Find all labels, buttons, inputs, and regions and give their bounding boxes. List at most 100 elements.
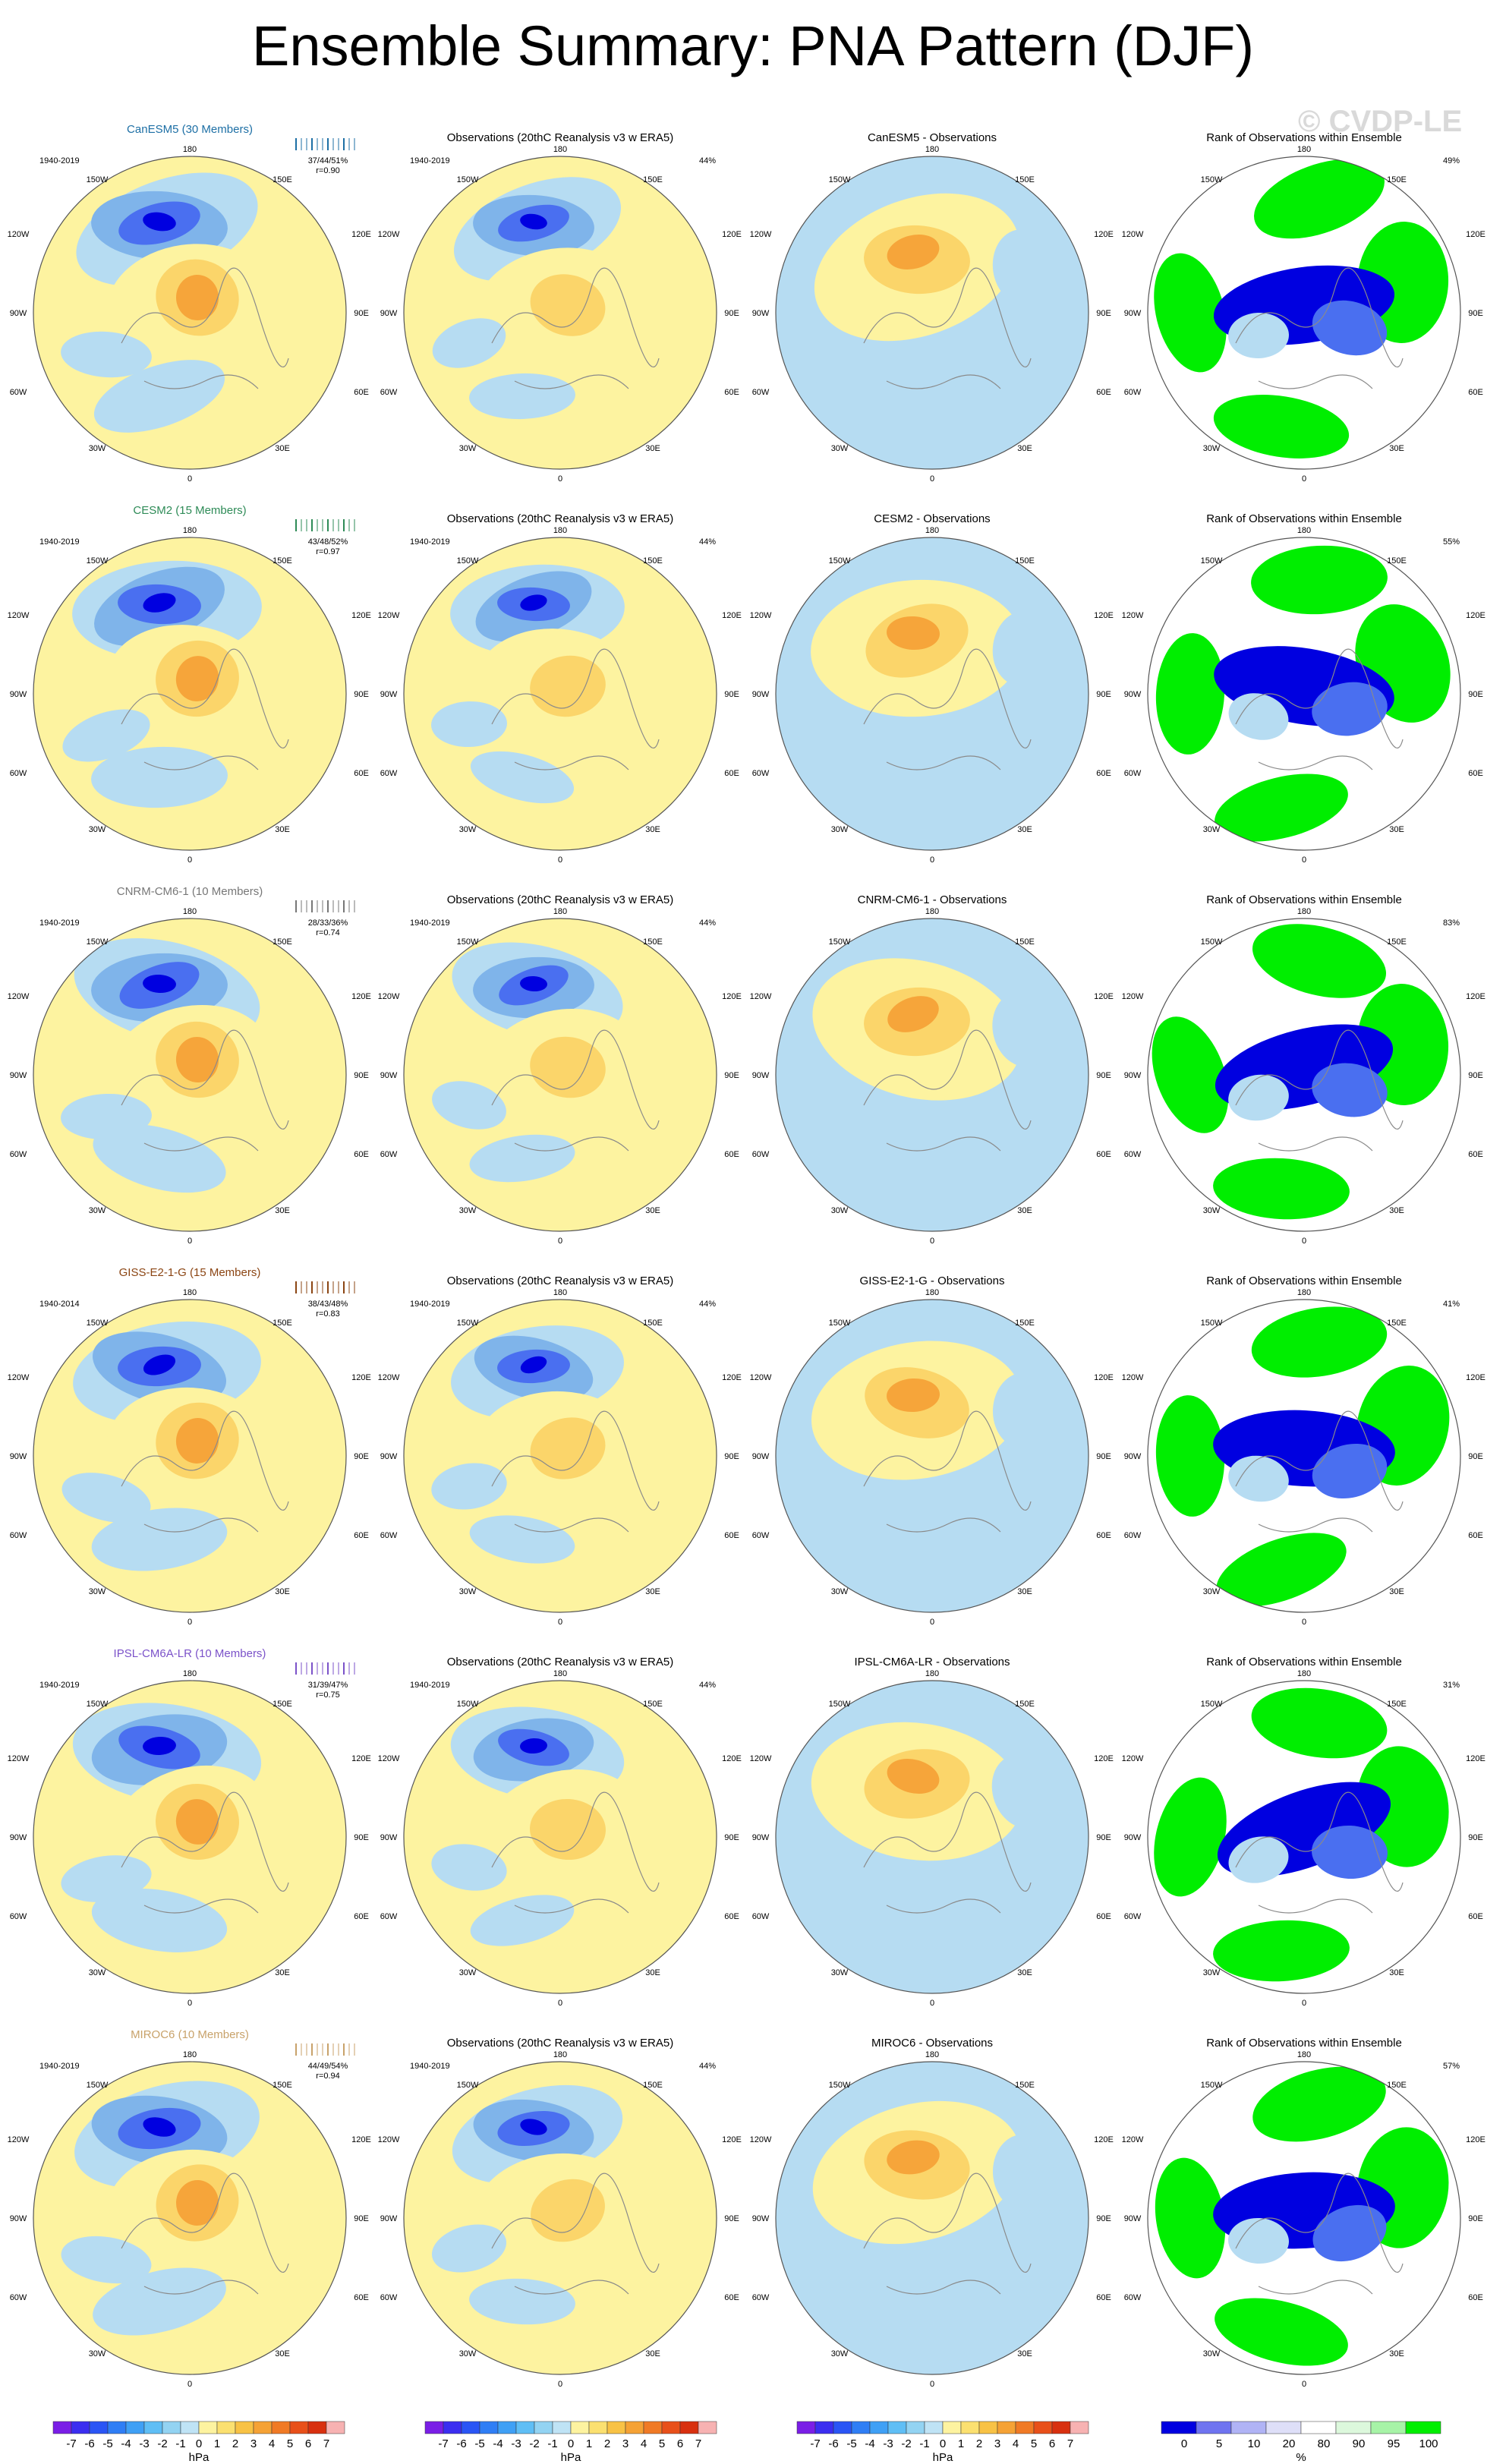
colorbar-hpa-1-swatch xyxy=(271,2421,291,2434)
model-title: MIROC6 (10 Members) xyxy=(131,2028,249,2041)
lon-label-right-upper: 120E xyxy=(351,2135,371,2144)
field-contour xyxy=(992,2135,1054,2210)
lon-label-top: 180 xyxy=(1297,907,1311,916)
field-contour xyxy=(431,1844,507,1891)
lon-label-left-upper: 120W xyxy=(8,1373,30,1382)
lon-label-right-lower: 60E xyxy=(1468,388,1483,397)
colorbar-hpa-1-swatch xyxy=(253,2421,273,2434)
coastline xyxy=(143,2280,259,2295)
lon-label-right-upper: 120E xyxy=(351,992,371,1001)
lon-label-right-lower: 60E xyxy=(1468,2293,1483,2302)
lon-label-upper-left: 150W xyxy=(457,175,479,184)
lon-label-right-upper: 120E xyxy=(1094,2135,1114,2144)
lon-label-right-mid: 90E xyxy=(1468,309,1483,318)
lon-label-left-mid: 90W xyxy=(1124,1833,1142,1842)
rank-title: Rank of Observations within Ensemble xyxy=(1206,131,1402,144)
lon-label-lower-left: 30W xyxy=(89,825,106,834)
colorbar-hpa-3-tick: -6 xyxy=(828,2437,838,2450)
lon-label-upper-right: 150E xyxy=(1387,2081,1407,2090)
colorbar-hpa-3-tick: -5 xyxy=(846,2437,856,2450)
colorbar-hpa-1-swatch xyxy=(216,2421,236,2434)
coastline xyxy=(1258,755,1373,770)
lon-label-right-mid: 90E xyxy=(1096,690,1111,699)
field-contour xyxy=(143,2117,176,2137)
map-field xyxy=(61,1703,289,1952)
lon-label-right-lower: 60E xyxy=(1096,1912,1111,1921)
lon-label-lower-left: 30W xyxy=(831,2349,849,2358)
colorbar-hpa-2-tick: 4 xyxy=(641,2437,647,2450)
lon-label-right-upper: 120E xyxy=(1094,1373,1114,1382)
lon-label-right-upper: 120E xyxy=(1094,230,1114,239)
colorbar-hpa-2-tick: -6 xyxy=(456,2437,466,2450)
model-period: 1940-2019 xyxy=(39,1681,80,1690)
lon-label-top: 180 xyxy=(925,145,939,154)
field-contour xyxy=(520,2119,547,2135)
field-contour xyxy=(1228,1074,1289,1121)
lon-label-lower-left: 30W xyxy=(1203,444,1221,453)
colorbar-pct-swatch xyxy=(1300,2421,1337,2434)
obs-pct: 44% xyxy=(699,918,716,928)
colorbar-hpa-1-tick: -6 xyxy=(84,2437,94,2450)
colorbar-hpa-3-swatch xyxy=(978,2421,998,2434)
lon-label-left-mid: 90W xyxy=(1124,1071,1142,1080)
map-border xyxy=(1147,1680,1461,1994)
lon-label-left-upper: 120W xyxy=(750,992,772,1001)
lon-label-bottom: 0 xyxy=(187,1237,192,1246)
field-contour xyxy=(1252,924,1387,998)
field-contour xyxy=(1213,1920,1350,1982)
field-contour xyxy=(813,2272,991,2346)
colorbar-hpa-2-swatch xyxy=(679,2421,699,2434)
coastline xyxy=(1235,1791,1404,1892)
lon-label-lower-right: 30E xyxy=(1017,2349,1032,2358)
field-contour xyxy=(93,360,225,433)
colorbar-hpa-2-swatch xyxy=(534,2421,553,2434)
lon-label-left-mid: 90W xyxy=(380,309,398,318)
field-contour xyxy=(143,593,176,613)
lon-label-upper-left: 150W xyxy=(457,2081,479,2090)
diff-title: CanESM5 - Observations xyxy=(868,131,997,144)
field-contour xyxy=(1154,253,1227,373)
field-contour xyxy=(175,275,219,320)
model-stats: 28/33/36% xyxy=(308,918,348,928)
field-contour xyxy=(1228,1455,1289,1502)
map-field xyxy=(1154,1687,1449,1982)
lon-label-left-upper: 120W xyxy=(378,1373,400,1382)
map-border xyxy=(1147,537,1461,851)
lon-label-upper-right: 150E xyxy=(643,556,663,566)
lon-label-top: 180 xyxy=(183,1288,197,1297)
lon-label-upper-right: 150E xyxy=(1387,937,1407,947)
field-contour xyxy=(469,2278,575,2325)
rank-pct: 57% xyxy=(1443,2062,1460,2071)
colorbar-hpa-3-swatch xyxy=(960,2421,980,2434)
colorbar-hpa-3-swatch xyxy=(942,2421,962,2434)
map-field xyxy=(431,1325,660,1564)
lon-label-bottom: 0 xyxy=(558,474,562,484)
model-title: CanESM5 (30 Members) xyxy=(127,123,253,136)
coastline xyxy=(863,1791,1032,1892)
coastline xyxy=(1258,374,1373,389)
page-title: Ensemble Summary: PNA Pattern (DJF) xyxy=(251,14,1255,77)
colorbar-hpa-3-tick: 0 xyxy=(940,2437,946,2450)
lon-label-left-upper: 120W xyxy=(1122,611,1144,620)
colorbar-hpa-2-tick: -5 xyxy=(474,2437,484,2450)
lon-label-right-lower: 60E xyxy=(354,388,369,397)
coastline xyxy=(886,1898,1001,1914)
field-contour xyxy=(520,213,547,230)
lon-label-right-lower: 60E xyxy=(1468,1912,1483,1921)
lon-label-upper-left: 150W xyxy=(829,2081,851,2090)
lon-label-top: 180 xyxy=(183,2050,197,2059)
lon-label-left-mid: 90W xyxy=(752,309,770,318)
colorbar-pct-swatch xyxy=(1265,2421,1302,2434)
model-correlation: r=0.94 xyxy=(316,2072,340,2081)
field-contour xyxy=(1356,1746,1449,1867)
model-correlation: r=0.74 xyxy=(316,928,340,937)
lon-label-left-mid: 90W xyxy=(380,2214,398,2223)
lon-label-top: 180 xyxy=(925,526,939,535)
lon-label-left-upper: 120W xyxy=(1122,1754,1144,1763)
lon-label-bottom: 0 xyxy=(1302,474,1306,484)
field-contour xyxy=(61,1855,152,1902)
colorbar-pct-tick: 90 xyxy=(1353,2437,1366,2450)
lon-label-right-upper: 120E xyxy=(351,230,371,239)
coastline xyxy=(1235,1029,1404,1130)
